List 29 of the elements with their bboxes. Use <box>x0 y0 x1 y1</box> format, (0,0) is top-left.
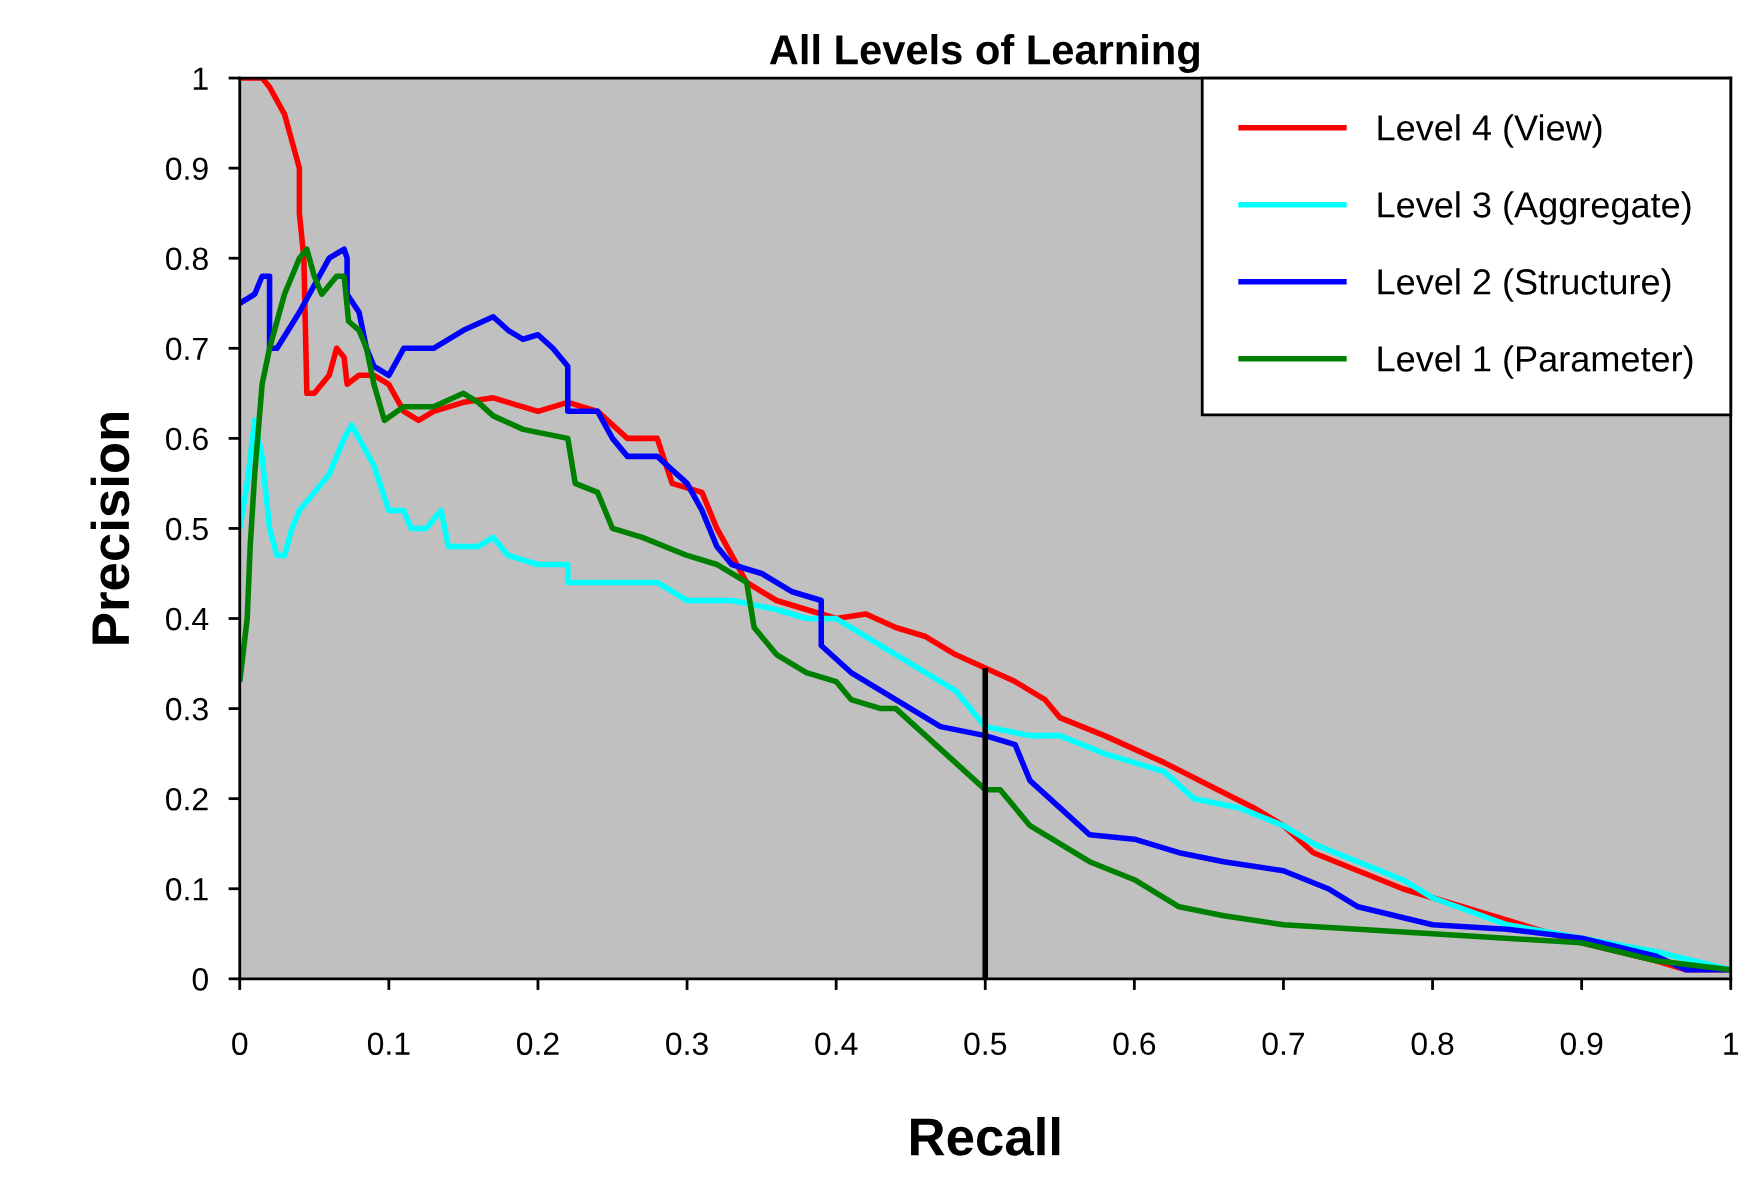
y-tick-label: 0.7 <box>166 337 208 361</box>
legend-label: Level 4 (View) <box>1378 114 1602 148</box>
x-tick-label: 0.3 <box>666 1032 708 1056</box>
x-tick-label: 0.5 <box>964 1032 1007 1056</box>
x-tick-label: 0.8 <box>1411 1032 1454 1056</box>
y-tick-label: 0.3 <box>166 697 208 721</box>
y-tick-label: 1 <box>193 67 208 90</box>
x-tick-label: 0.7 <box>1262 1032 1305 1056</box>
x-tick-label: 0 <box>232 1032 248 1056</box>
y-tick-label: 0 <box>192 968 208 991</box>
x-tick-label: 0.9 <box>1560 1032 1603 1056</box>
legend-label: Level 3 (Aggregate) <box>1378 191 1691 225</box>
x-tick-label: 0.4 <box>815 1032 858 1056</box>
x-tick-label: 0.2 <box>517 1032 559 1056</box>
y-axis-title: Precision <box>90 412 130 644</box>
x-tick-label: 0.6 <box>1113 1032 1156 1056</box>
legend-label: Level 1 (Parameter) <box>1378 345 1693 379</box>
y-tick-label: 0.4 <box>166 607 209 631</box>
y-tick-label: 0.2 <box>166 787 208 811</box>
y-tick-label: 0.1 <box>166 878 208 901</box>
y-tick-label: 0.8 <box>166 247 208 271</box>
y-tick-label: 0.6 <box>166 427 208 451</box>
legend-label: Level 2 (Structure) <box>1378 268 1671 302</box>
x-tick-label: 0.1 <box>367 1032 410 1056</box>
chart-title: All Levels of Learning <box>769 33 1199 73</box>
x-axis-title: Recall <box>911 1116 1060 1156</box>
y-tick-label: 0.5 <box>166 517 208 541</box>
x-tick-label: 1 <box>1724 1032 1739 1055</box>
y-tick-label: 0.9 <box>166 157 208 181</box>
